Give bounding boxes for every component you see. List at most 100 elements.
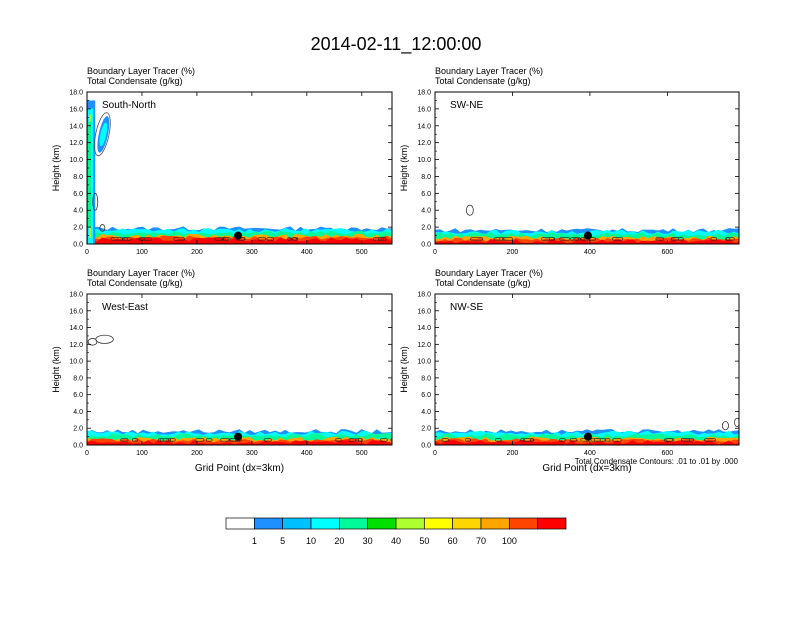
condensate-contour-small [710, 237, 718, 241]
colorbar-swatch [310, 517, 340, 530]
panel-3: Boundary Layer Tracer (%) Total Condensat… [399, 268, 740, 474]
x-tick-label: 0 [433, 450, 437, 457]
figure-title: 2014-02-11_12:00:00 [311, 34, 482, 55]
tracer-band [87, 237, 392, 244]
colorbar-swatch [395, 517, 425, 530]
plume-edge [88, 121, 91, 228]
condensate-contour-small [499, 237, 505, 241]
panel-frame [86, 293, 393, 446]
y-tick-label: 0.0 [421, 242, 431, 249]
panel-data [435, 417, 739, 445]
y-tick-label: 2.0 [73, 426, 83, 433]
y-tick-label: 4.0 [421, 208, 431, 215]
y-tick-label: 12.0 [417, 342, 431, 349]
condensate-contour-small [266, 237, 275, 241]
y-axis-label: Height (km) [51, 346, 61, 393]
panel-subtitle-tracer: Boundary Layer Tracer (%) [435, 268, 543, 278]
condensate-contour-small [681, 438, 690, 442]
x-tick-label: 400 [301, 450, 313, 457]
condensate-contour [734, 417, 739, 427]
location-marker [234, 432, 243, 441]
condensate-contour-small [569, 438, 578, 442]
condensate-contour-small [168, 438, 176, 442]
y-tick-label: 12.0 [69, 342, 83, 349]
condensate-contour-small [541, 237, 555, 241]
colorbar-swatch [537, 517, 567, 530]
condensate-contour-small [138, 237, 153, 241]
x-tick-label: 300 [246, 450, 258, 457]
y-tick-label: 6.0 [73, 191, 83, 198]
y-axis-label: Height (km) [51, 145, 61, 192]
panel-data [87, 334, 392, 445]
y-tick-label: 2.0 [421, 426, 431, 433]
x-tick-label: 500 [356, 249, 368, 256]
condensate-contour-small [195, 438, 205, 442]
y-tick-label: 4.0 [73, 409, 83, 416]
colorbar-swatch [253, 517, 284, 530]
panel-subtitle-tracer: Boundary Layer Tracer (%) [435, 66, 543, 76]
condensate-contour-small [110, 237, 124, 241]
tracer-band [435, 440, 739, 445]
colorbar-label: 60 [448, 536, 458, 546]
colorbar-label: 30 [363, 536, 373, 546]
contour-footnote: Total Condensate Contours: .01 to .01 by… [575, 457, 739, 466]
condensate-contour-small [604, 438, 611, 442]
condensate-contour-small [123, 237, 132, 241]
condensate-contour-small [380, 438, 388, 442]
condensate-contour-small [593, 438, 607, 442]
panel-2: Boundary Layer Tracer (%)Total Condensat… [51, 268, 393, 474]
condensate-core [99, 122, 108, 147]
colorbar-swatch [367, 517, 397, 530]
condensate-contour-small [291, 237, 299, 241]
condensate-contour-small [464, 438, 472, 442]
y-tick-label: 16.0 [417, 308, 431, 315]
condensate-contour-small [378, 237, 384, 241]
y-tick-label: 8.0 [73, 375, 83, 382]
x-tick-label: 200 [507, 249, 519, 256]
condensate-contour-small [335, 438, 342, 442]
x-tick-label: 500 [356, 450, 368, 457]
panel-label: West-East [102, 302, 148, 313]
location-marker [583, 231, 592, 240]
condensate-contour-small [120, 438, 129, 442]
colorbar-label: 20 [334, 536, 344, 546]
condensate-contour [465, 204, 474, 216]
y-tick-label: 14.0 [417, 123, 431, 130]
y-tick-label: 0.0 [73, 242, 83, 249]
condensate-contour-small [287, 237, 292, 241]
panel-frame [434, 91, 740, 245]
location-marker [234, 231, 243, 240]
condensate-contour [95, 334, 114, 344]
panel-label: NW-SE [450, 302, 483, 313]
x-tick-label: 600 [662, 249, 674, 256]
condensate-contour [721, 421, 729, 431]
y-tick-label: 12.0 [69, 140, 83, 147]
condensate-contour-small [559, 438, 566, 442]
x-tick-label: 400 [584, 450, 596, 457]
colorbar-swatch [452, 517, 482, 530]
y-tick-label: 18.0 [69, 292, 83, 299]
y-tick-label: 16.0 [69, 308, 83, 315]
colorbar-label: 10 [306, 536, 316, 546]
y-tick-label: 4.0 [73, 208, 83, 215]
condensate-contour-small [655, 237, 664, 241]
y-tick-label: 18.0 [417, 292, 431, 299]
panel-subtitle-tracer: Boundary Layer Tracer (%) [87, 268, 195, 278]
colorbar-label: 5 [280, 536, 285, 546]
panel-subtitle-tracer: Boundary Layer Tracer (%) [87, 66, 195, 76]
panel-0: Boundary Layer Tracer (%)Total Condensat… [51, 66, 393, 256]
colorbar-swatch [282, 517, 312, 530]
y-tick-label: 12.0 [417, 140, 431, 147]
tracer-band [87, 440, 392, 445]
condensate-contour-small [670, 237, 680, 241]
condensate-contour-small [222, 237, 229, 241]
y-axis-label: Height (km) [399, 145, 409, 192]
y-tick-label: 6.0 [421, 191, 431, 198]
x-tick-label: 200 [507, 450, 519, 457]
x-tick-label: 300 [246, 249, 258, 256]
panel-data [87, 100, 392, 244]
panel-subtitle-condensate: Total Condensate (g/kg) [87, 278, 183, 288]
x-tick-label: 400 [301, 249, 313, 256]
condensate-contour-small [441, 438, 449, 442]
